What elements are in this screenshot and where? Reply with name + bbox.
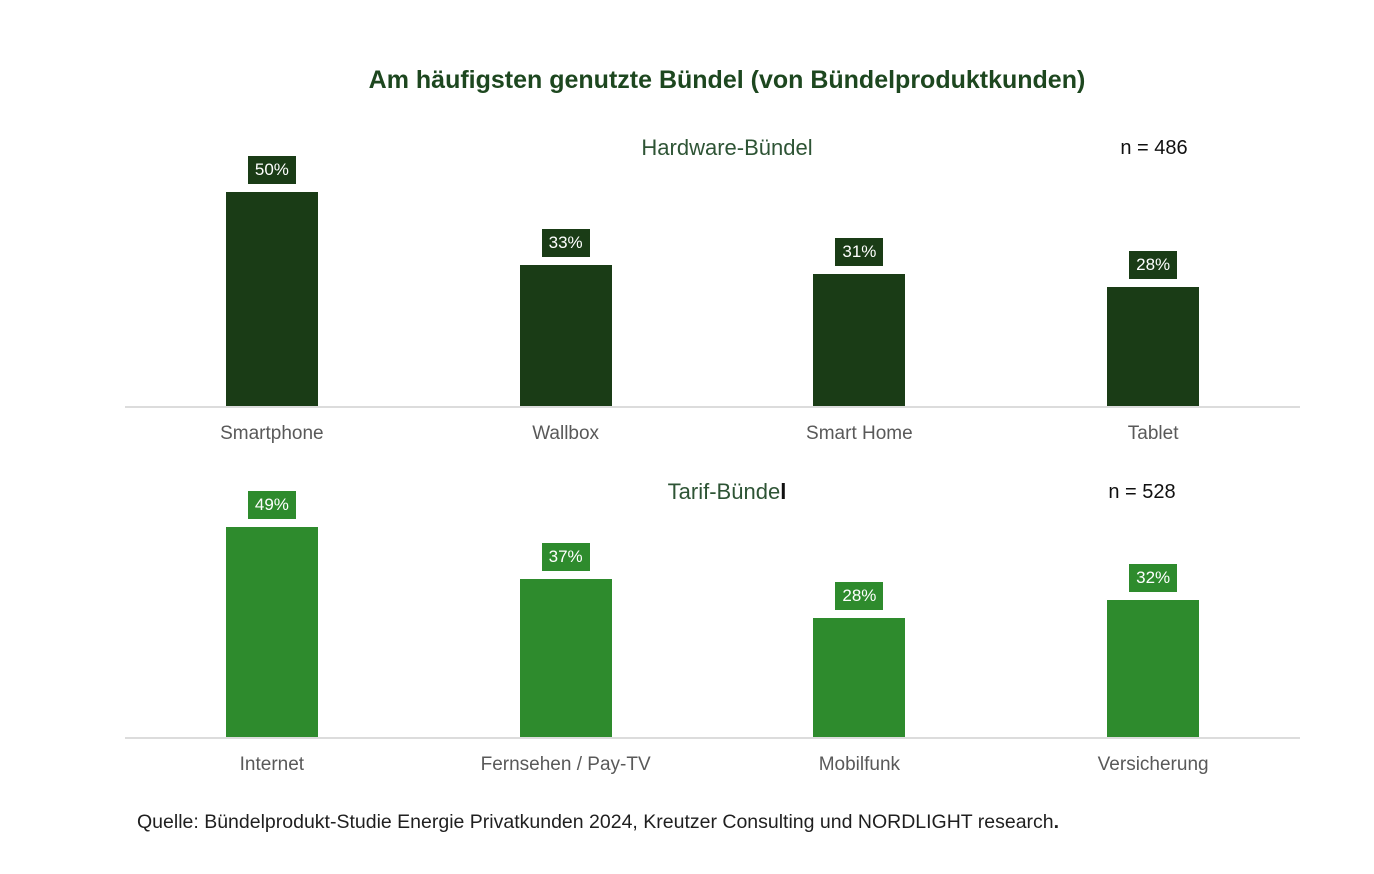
section-title-text: Tarif-Bünde <box>667 479 781 504</box>
bar-group: 32% <box>1006 487 1300 738</box>
category-labels: Smartphone Wallbox Smart Home Tablet <box>125 423 1300 445</box>
category-label: Tablet <box>1127 423 1179 444</box>
value-label: 28% <box>1129 251 1178 279</box>
bar-plot-tarif: 49% 37% 28% 32% <box>125 487 1300 738</box>
source-text: Quelle: Bündelprodukt-Studie Energie Pri… <box>137 811 1054 833</box>
source-note: Quelle: Bündelprodukt-Studie Energie Pri… <box>137 811 1059 834</box>
page-title: Am häufigsten genutzte Bündel (von Bünde… <box>368 66 1086 94</box>
bar-group: 28% <box>713 487 1007 738</box>
bar-plot-hardware: 50% 33% 31% 28% <box>125 156 1300 407</box>
section-title-tarif: Tarif-Bündel <box>80 479 1374 505</box>
value-label: 33% <box>541 229 590 257</box>
value-label: 28% <box>835 582 884 610</box>
bar <box>519 265 612 407</box>
category-label: Internet <box>239 754 305 775</box>
category-label: Versicherung <box>1097 754 1209 775</box>
bar-group: 33% <box>419 156 713 407</box>
bar <box>225 192 318 407</box>
value-label: 32% <box>1129 564 1178 592</box>
bar <box>813 618 906 738</box>
value-label: 49% <box>247 491 296 519</box>
sample-size-hardware: n = 486 <box>1120 137 1188 159</box>
sample-size-tarif: n = 528 <box>1108 481 1176 503</box>
category-labels: Internet Fernsehen / Pay-TV Mobilfunk Versi… <box>125 754 1300 776</box>
bar-group: 50% <box>125 156 419 407</box>
bar-group: 31% <box>713 156 1007 407</box>
section-title-text: Hardware-Bündel <box>641 135 813 160</box>
bar <box>519 579 612 738</box>
source-period: . <box>1053 811 1060 833</box>
value-label: 50% <box>247 156 296 184</box>
category-label: Wallbox <box>532 423 600 444</box>
category-label: Smart Home <box>806 423 913 444</box>
bar <box>1107 600 1200 738</box>
bar-group: 49% <box>125 487 419 738</box>
x-axis-line <box>125 406 1300 408</box>
bar <box>813 274 906 407</box>
x-axis-line <box>125 737 1300 739</box>
bar <box>225 527 318 738</box>
bar-group: 28% <box>1006 156 1300 407</box>
bar-group: 37% <box>419 487 713 738</box>
section-title-hardware: Hardware-Bündel <box>80 135 1374 161</box>
value-label: 31% <box>835 238 884 266</box>
category-label: Fernsehen / Pay-TV <box>480 754 651 775</box>
bar <box>1107 287 1200 407</box>
category-label: Smartphone <box>220 423 324 444</box>
category-label: Mobilfunk <box>818 754 901 775</box>
value-label: 37% <box>541 543 590 571</box>
section-title-bold-tail: l <box>780 479 787 504</box>
